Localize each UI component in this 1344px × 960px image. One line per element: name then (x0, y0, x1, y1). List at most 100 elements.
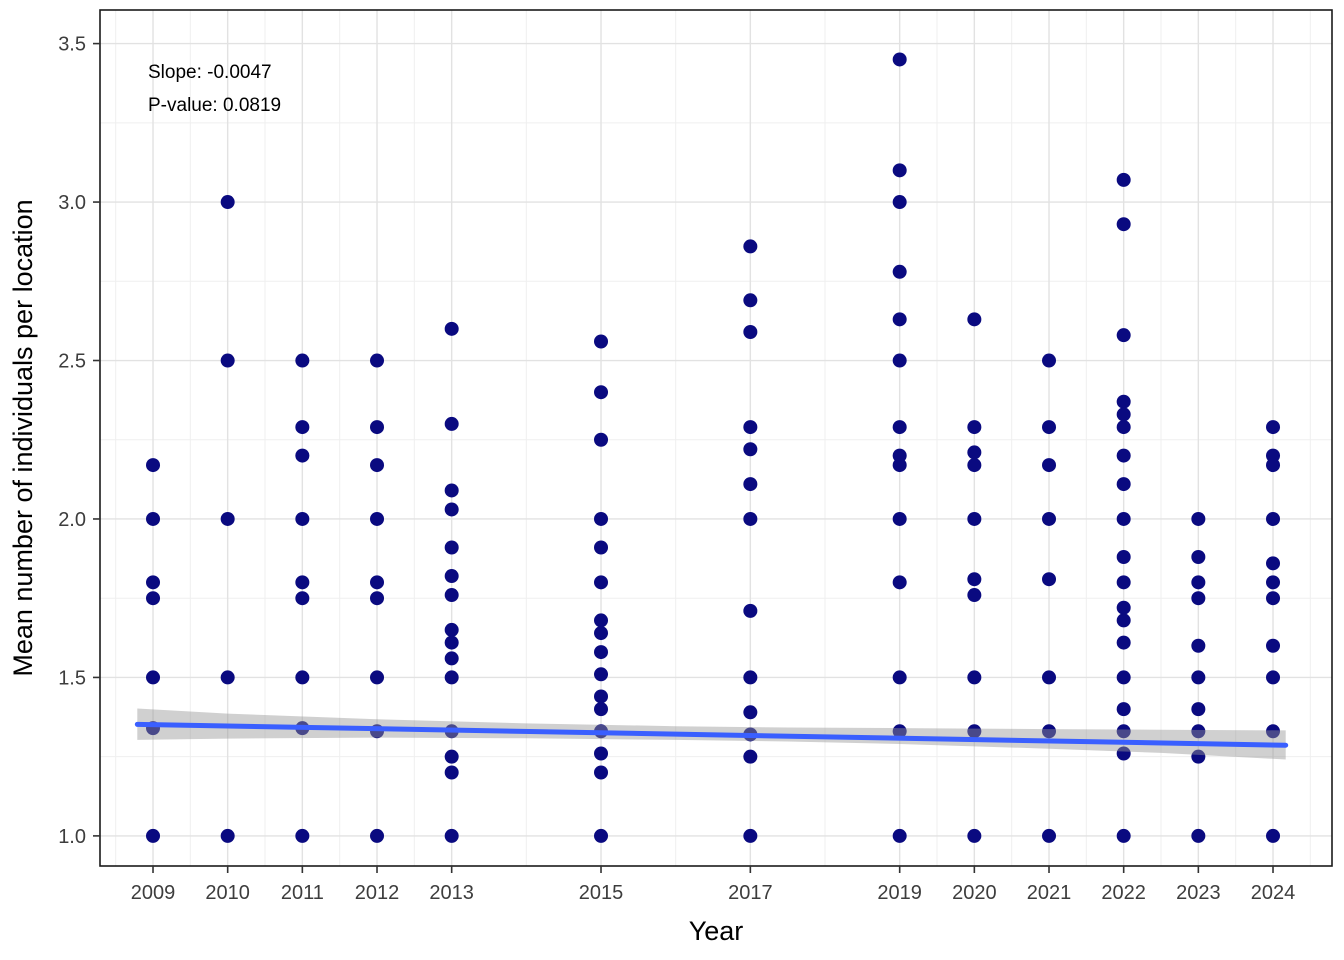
data-point (220, 195, 235, 210)
data-point (967, 312, 982, 327)
data-point (594, 511, 609, 526)
data-point (594, 575, 609, 590)
data-point (1116, 828, 1131, 843)
data-point (967, 458, 982, 473)
data-point (444, 588, 459, 603)
data-point (370, 575, 385, 590)
x-tick-label: 2024 (1251, 882, 1296, 904)
data-point (892, 458, 907, 473)
data-point (892, 264, 907, 279)
data-point (743, 420, 758, 435)
data-point (1191, 670, 1206, 685)
data-point (743, 828, 758, 843)
data-point (1266, 724, 1281, 739)
data-point (892, 724, 907, 739)
x-tick-label: 2020 (952, 882, 997, 904)
data-point (967, 572, 982, 587)
data-point (1191, 638, 1206, 653)
data-point (295, 353, 310, 368)
data-point (594, 334, 609, 349)
data-point (295, 591, 310, 606)
data-point (1116, 746, 1131, 761)
data-point (295, 828, 310, 843)
data-point (892, 575, 907, 590)
data-point (295, 420, 310, 435)
data-point (1116, 613, 1131, 628)
data-point (444, 651, 459, 666)
data-point (370, 420, 385, 435)
data-point (1116, 550, 1131, 565)
data-point (967, 445, 982, 460)
y-tick-label: 3.5 (58, 34, 86, 56)
data-point (1266, 420, 1281, 435)
data-point (1191, 828, 1206, 843)
x-tick-label: 2010 (205, 882, 250, 904)
axes-layer: 2009 2010 2011 2012 2013 2015 2017 2019 2020 2021… (58, 9, 1333, 904)
slope-annotation: Slope: -0.0047 (148, 62, 272, 83)
data-point (1042, 511, 1057, 526)
data-point (594, 385, 609, 400)
data-point (295, 448, 310, 463)
data-point (594, 689, 609, 704)
data-point (1191, 550, 1206, 565)
data-point (444, 502, 459, 517)
data-point (594, 667, 609, 682)
data-point (1191, 591, 1206, 606)
data-point (1116, 217, 1131, 232)
data-point (1266, 828, 1281, 843)
data-point (146, 575, 161, 590)
data-point (892, 511, 907, 526)
data-point (1116, 702, 1131, 717)
trend-line (134, 721, 1289, 748)
data-point (892, 195, 907, 210)
data-point (1042, 458, 1057, 473)
data-point (743, 477, 758, 492)
data-point (370, 591, 385, 606)
data-point (1116, 328, 1131, 343)
x-tick-label: 2009 (131, 882, 176, 904)
data-point (1191, 511, 1206, 526)
x-tick-label: 2017 (728, 882, 773, 904)
data-point (1266, 591, 1281, 606)
y-tick-label: 1.5 (58, 667, 86, 689)
data-point (220, 353, 235, 368)
x-tick-label: 2013 (429, 882, 474, 904)
data-point (1191, 724, 1206, 739)
data-point (743, 239, 758, 254)
data-point (220, 511, 235, 526)
data-point (892, 163, 907, 178)
data-point (1116, 477, 1131, 492)
data-point (1116, 670, 1131, 685)
x-tick-label: 2019 (877, 882, 922, 904)
data-point (444, 540, 459, 555)
data-point (892, 420, 907, 435)
data-point (444, 749, 459, 764)
data-point (444, 670, 459, 685)
data-point (444, 416, 459, 431)
data-point (1116, 724, 1131, 739)
data-point (220, 670, 235, 685)
data-point (1266, 638, 1281, 653)
data-point (146, 458, 161, 473)
data-point (892, 828, 907, 843)
data-point (1116, 394, 1131, 409)
data-point (743, 749, 758, 764)
data-point (146, 670, 161, 685)
data-point (594, 432, 609, 447)
data-point (1266, 458, 1281, 473)
data-point (594, 626, 609, 641)
data-point (1116, 172, 1131, 187)
data-point (1116, 511, 1131, 526)
data-point (370, 458, 385, 473)
y-tick-label: 2.0 (58, 509, 86, 531)
data-point (220, 828, 235, 843)
x-tick-label: 2011 (281, 882, 324, 904)
data-point (743, 670, 758, 685)
data-point (967, 511, 982, 526)
data-point (1116, 575, 1131, 590)
data-point (444, 635, 459, 650)
y-tick-label: 2.5 (58, 351, 86, 373)
data-point (1191, 749, 1206, 764)
